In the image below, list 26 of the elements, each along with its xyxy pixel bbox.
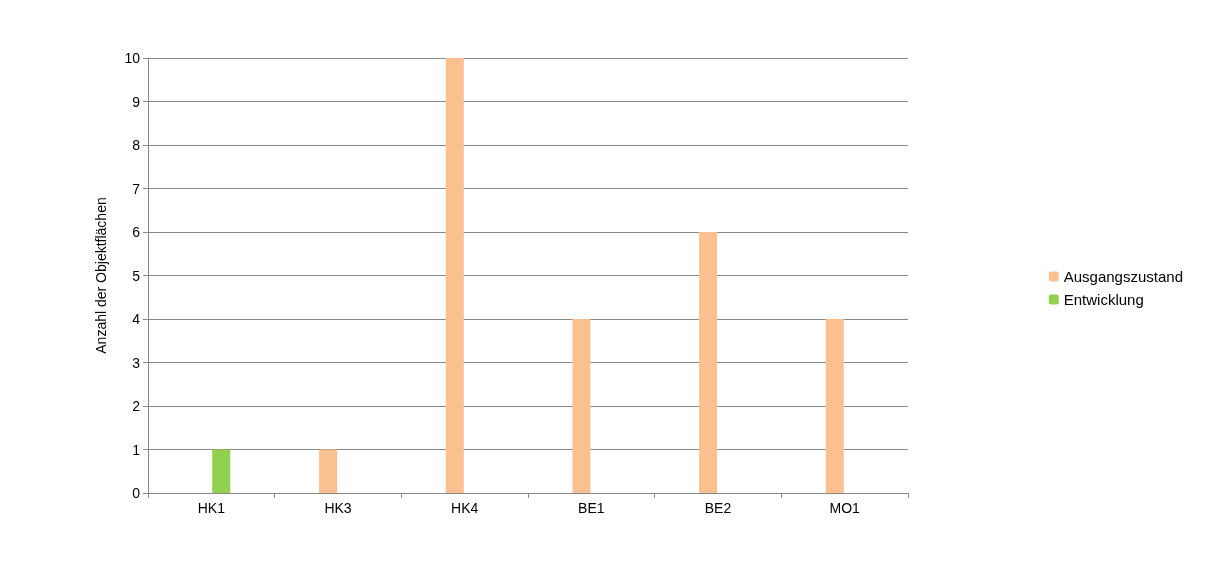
x-tick-label: MO1: [829, 500, 861, 516]
bar: [445, 58, 464, 493]
y-tick-label: 3: [132, 354, 141, 371]
bar: [825, 319, 844, 493]
y-tick-label: 9: [132, 93, 141, 110]
x-tick-label: BE1: [578, 500, 605, 516]
x-tick-label: HK4: [451, 500, 479, 516]
x-tick-label: HK3: [324, 500, 352, 516]
y-tick-label: 5: [132, 267, 141, 284]
bar: [572, 319, 591, 493]
bar: [212, 449, 231, 493]
legend-label: Ausgangszustand: [1063, 268, 1184, 285]
y-tick-label: 8: [132, 137, 141, 153]
y-tick-label: 2: [132, 398, 141, 414]
y-tick-label: 0: [132, 485, 141, 501]
y-axis-title: Anzahl der Objektflächen: [93, 197, 109, 354]
x-tick-label: BE2: [704, 500, 732, 516]
y-tick-label: 1: [132, 441, 141, 458]
bar: [699, 232, 718, 493]
legend-label: Entwicklung: [1063, 291, 1144, 308]
y-tick-label: 4: [132, 311, 141, 327]
y-tick-label: 10: [124, 50, 141, 66]
bar: [319, 449, 338, 493]
y-tick-label: 6: [132, 224, 141, 240]
x-tick-label: HK1: [197, 500, 226, 516]
y-tick-label: 7: [132, 180, 141, 197]
